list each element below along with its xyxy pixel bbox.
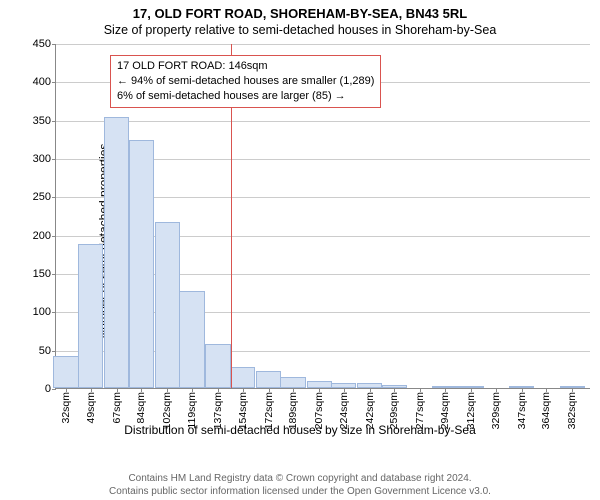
ytick-label: 450 [33, 38, 56, 50]
page-title-subtitle: Size of property relative to semi-detach… [0, 21, 600, 37]
xtick-label: 49sqm [85, 388, 97, 424]
histogram-bar [205, 344, 230, 388]
histogram-bar [280, 377, 305, 388]
ytick-label: 100 [33, 306, 56, 318]
gridline [56, 121, 590, 122]
histogram-bar [155, 222, 180, 388]
histogram-plot: 05010015020025030035040045032sqm49sqm67s… [55, 44, 590, 389]
footer-line-2: Contains public sector information licen… [0, 486, 600, 499]
x-axis-label: Distribution of semi-detached houses by … [0, 423, 600, 437]
histogram-bar [307, 381, 332, 388]
gridline [56, 44, 590, 45]
ytick-label: 300 [33, 153, 56, 165]
histogram-bar [230, 367, 255, 388]
annotation-box: 17 OLD FORT ROAD: 146sqm ← 94% of semi-d… [110, 55, 381, 108]
ytick-label: 150 [33, 268, 56, 280]
annotation-line-2: ← 94% of semi-detached houses are smalle… [117, 74, 374, 89]
footer-attribution: Contains HM Land Registry data © Crown c… [0, 473, 600, 498]
ytick-label: 250 [33, 191, 56, 203]
ytick-label: 200 [33, 230, 56, 242]
xtick-label: 67sqm [111, 388, 123, 424]
ytick-label: 400 [33, 76, 56, 88]
annotation-line-3: 6% of semi-detached houses are larger (8… [117, 89, 374, 104]
page-title-address: 17, OLD FORT ROAD, SHOREHAM-BY-SEA, BN43… [0, 0, 600, 21]
ytick-label: 350 [33, 115, 56, 127]
histogram-bar [78, 244, 103, 388]
footer-line-1: Contains HM Land Registry data © Crown c… [0, 473, 600, 486]
xtick-label: 84sqm [135, 388, 147, 424]
histogram-bar [53, 356, 78, 388]
annotation-line-1: 17 OLD FORT ROAD: 146sqm [117, 59, 374, 74]
histogram-bar [256, 371, 281, 388]
histogram-bar [104, 117, 129, 388]
chart-container: Number of semi-detached properties 05010… [0, 38, 600, 443]
histogram-bar [129, 140, 154, 388]
histogram-bar [179, 291, 204, 388]
xtick-label: 32sqm [60, 388, 72, 424]
